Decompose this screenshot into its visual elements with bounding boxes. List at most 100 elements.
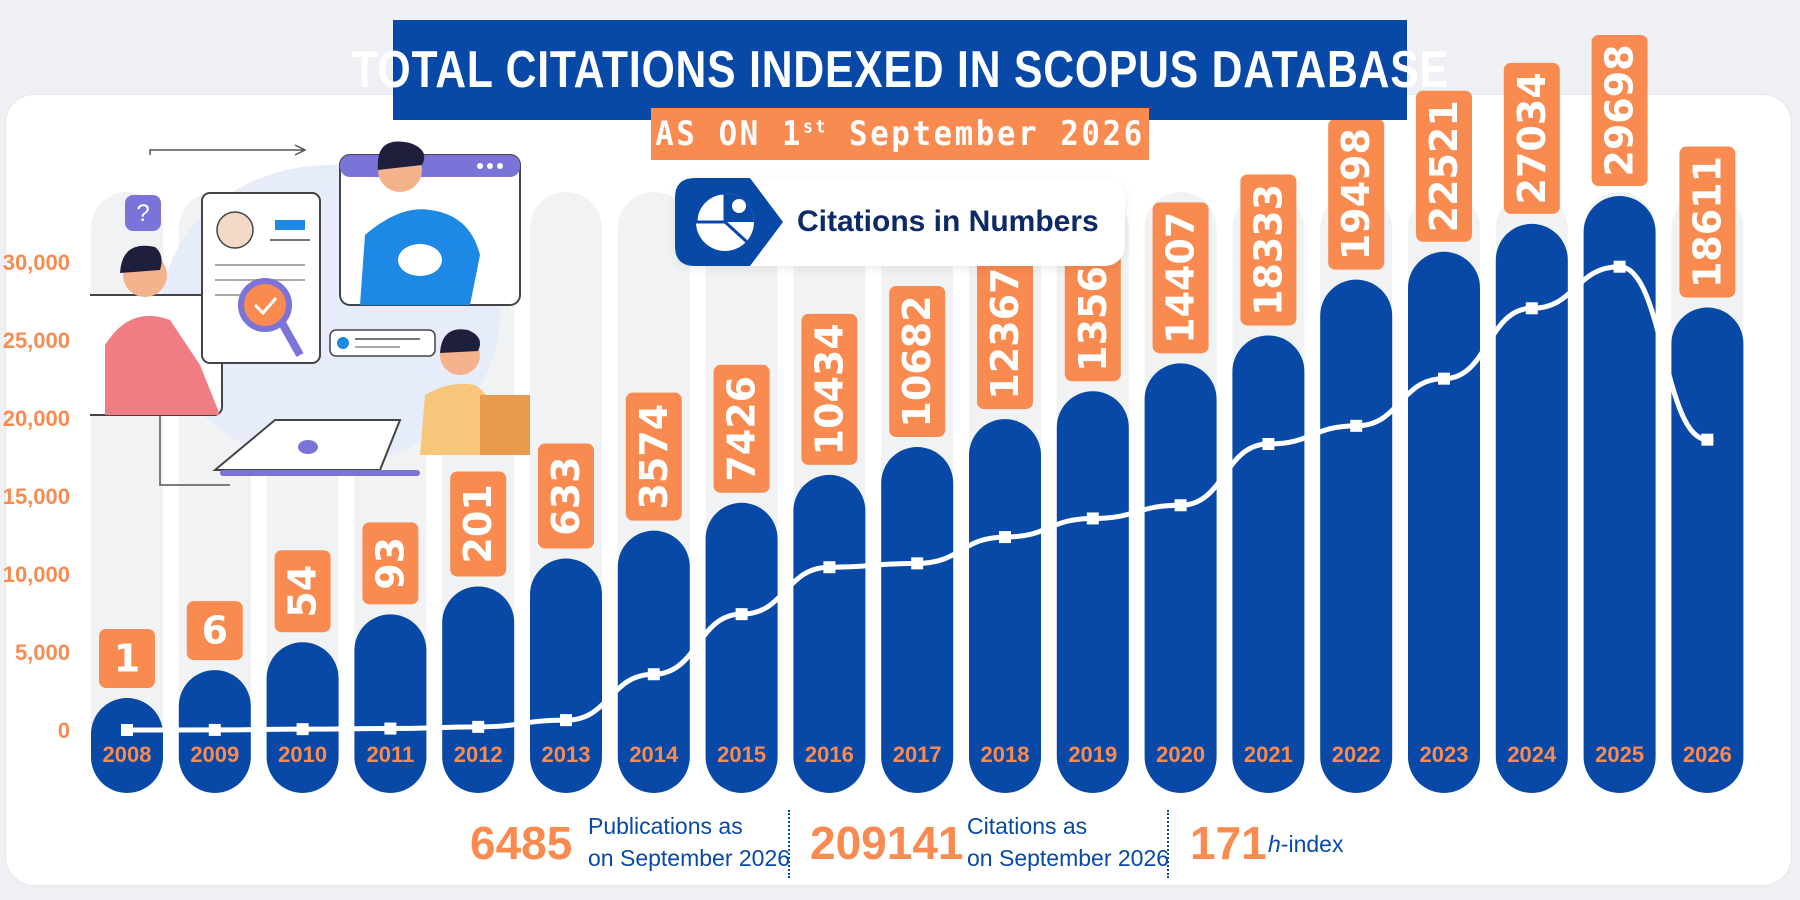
- x-tick-label: 2016: [805, 742, 854, 767]
- x-tick-label: 2019: [1068, 742, 1117, 767]
- data-point: [1086, 512, 1099, 525]
- chart-subtitle: AS ON 1st September 2026: [655, 114, 1145, 154]
- bar: [354, 614, 427, 793]
- svg-text:29698: 29698: [1598, 44, 1642, 176]
- data-label: 54: [274, 550, 331, 633]
- data-point: [1438, 372, 1450, 385]
- data-point: [647, 668, 660, 681]
- x-tick-label: 2010: [278, 742, 327, 767]
- pie-chart-icon: [675, 178, 785, 266]
- data-label: 7426: [713, 364, 770, 493]
- stat-divider: [1167, 810, 1169, 878]
- publications-label: Publications as on September 2026: [588, 813, 791, 871]
- data-label: 6: [186, 601, 243, 661]
- bar: [705, 502, 778, 793]
- data-label: 93: [362, 522, 419, 605]
- data-label: 10434: [801, 313, 858, 465]
- data-label: 18333: [1240, 174, 1297, 326]
- svg-text:14407: 14407: [1159, 212, 1203, 344]
- chart-title: TOTAL CITATIONS INDEXED IN SCOPUS DATABA…: [351, 41, 1449, 99]
- bar: [1495, 223, 1568, 793]
- data-point: [296, 723, 309, 736]
- title-banner: TOTAL CITATIONS INDEXED IN SCOPUS DATABA…: [351, 20, 1448, 120]
- data-label: 12367: [977, 258, 1033, 410]
- bar: [442, 586, 515, 793]
- bar: [530, 558, 602, 793]
- data-label: 14407: [1152, 202, 1209, 354]
- data-point: [735, 608, 748, 621]
- svg-text:22521: 22521: [1422, 100, 1466, 232]
- bar: [91, 698, 163, 793]
- data-point: [1262, 438, 1275, 451]
- data-point: [1613, 260, 1626, 273]
- bar: [881, 447, 954, 793]
- svg-text:12367: 12367: [983, 268, 1027, 400]
- y-tick-label: 20,000: [3, 406, 70, 431]
- citations-badge: Citations in Numbers: [675, 178, 1125, 266]
- x-tick-label: 2008: [103, 742, 152, 767]
- bar: [266, 642, 339, 793]
- bar: [1583, 196, 1656, 793]
- y-tick-label: 25,000: [3, 328, 70, 353]
- x-tick-label: 2017: [893, 742, 942, 767]
- bar: [617, 530, 690, 793]
- svg-text:93: 93: [368, 537, 412, 590]
- svg-text:10434: 10434: [807, 323, 851, 455]
- data-label: 19498: [1328, 118, 1385, 270]
- svg-text:1: 1: [114, 637, 140, 681]
- y-tick-label: 15,000: [3, 484, 70, 509]
- x-tick-label: 2025: [1595, 742, 1644, 767]
- svg-text:201: 201: [456, 484, 500, 563]
- data-label: 3574: [625, 392, 682, 521]
- data-point: [121, 723, 133, 736]
- data-point: [823, 561, 836, 574]
- data-point: [560, 714, 572, 727]
- bar: [969, 419, 1041, 793]
- data-point: [1525, 302, 1538, 315]
- svg-text:18611: 18611: [1685, 156, 1729, 288]
- data-point: [1174, 499, 1187, 512]
- x-tick-label: 2012: [454, 742, 503, 767]
- x-tick-label: 2023: [1420, 742, 1469, 767]
- bar: [1232, 335, 1305, 793]
- data-label: 22521: [1416, 90, 1472, 242]
- bar: [793, 474, 866, 793]
- svg-text:6: 6: [202, 609, 228, 653]
- x-tick-label: 2011: [367, 742, 415, 767]
- data-label: 1: [99, 629, 155, 688]
- data-label: 10682: [889, 286, 946, 437]
- data-label: 18611: [1679, 146, 1736, 298]
- svg-text:?: ?: [136, 200, 149, 227]
- svg-text:3574: 3574: [632, 404, 676, 510]
- bar: [1671, 307, 1744, 793]
- y-tick-label: 10,000: [3, 562, 70, 587]
- bar: [1408, 251, 1480, 793]
- svg-text:10682: 10682: [895, 295, 939, 427]
- data-label: 27034: [1503, 62, 1560, 214]
- data-point: [999, 531, 1011, 544]
- stat-divider: [788, 810, 790, 878]
- bar: [1144, 363, 1217, 793]
- badge-label: Citations in Numbers: [797, 205, 1099, 238]
- trend-line: [126, 264, 1708, 733]
- publications-count: 6485: [470, 817, 573, 869]
- x-tick-label: 2009: [190, 742, 239, 767]
- x-tick-label: 2015: [717, 742, 766, 767]
- svg-text:54: 54: [281, 565, 325, 618]
- subtitle-banner: AS ON 1st September 2026: [651, 108, 1149, 160]
- data-point: [1350, 419, 1363, 432]
- summary-stats: 6485 Publications as on September 2026 20…: [0, 800, 1800, 890]
- x-tick-label: 2013: [542, 742, 591, 767]
- x-tick-label: 2018: [981, 742, 1030, 767]
- data-point: [208, 723, 221, 736]
- y-tick-label: 0: [58, 718, 70, 743]
- x-tick-label: 2022: [1332, 742, 1381, 767]
- y-tick-label: 30,000: [3, 250, 70, 275]
- data-point: [472, 720, 485, 733]
- x-tick-label: 2024: [1507, 742, 1557, 767]
- team-illustration: ?: [90, 141, 530, 486]
- data-label: 633: [538, 443, 594, 549]
- x-tick-label: 2026: [1683, 742, 1732, 767]
- h-index-label: h-index: [1268, 831, 1344, 857]
- svg-text:7426: 7426: [720, 376, 764, 482]
